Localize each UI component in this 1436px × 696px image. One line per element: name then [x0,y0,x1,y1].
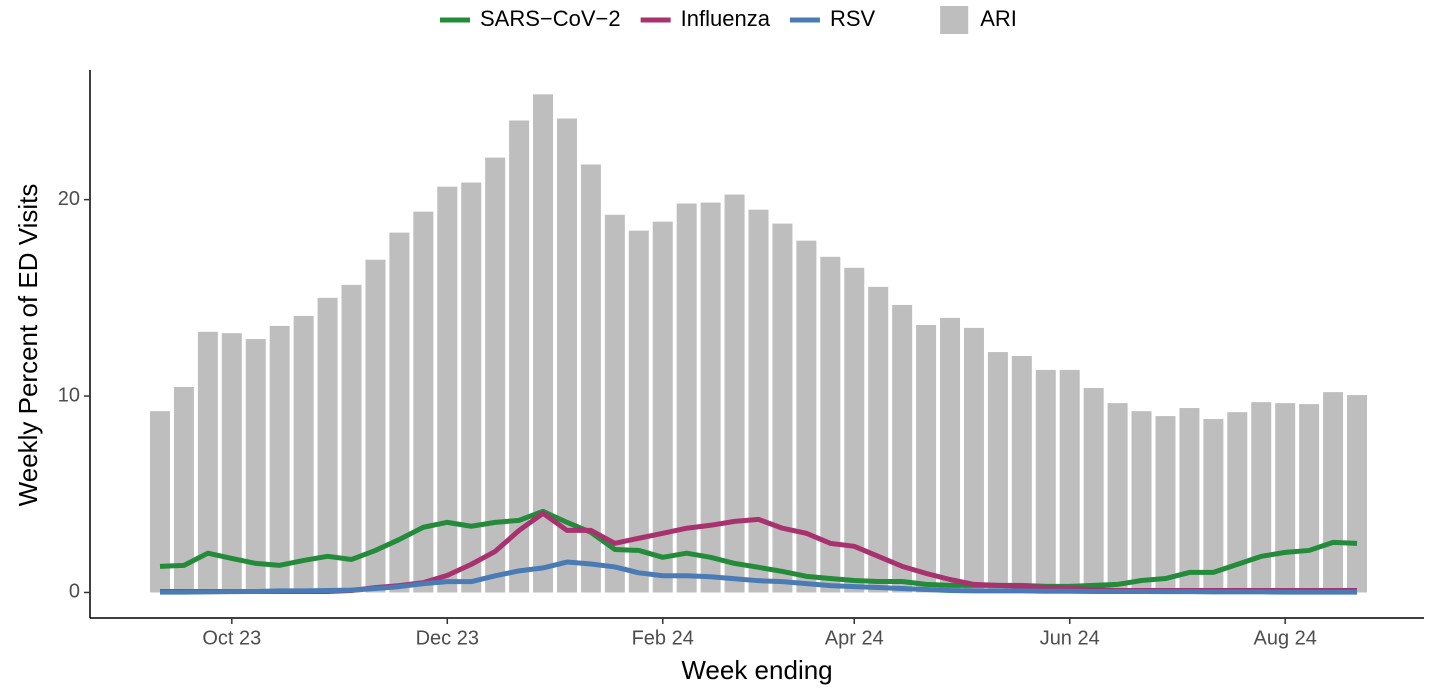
y-tick-label: 20 [58,188,80,210]
bar [413,211,434,593]
bar [197,331,218,593]
bar [1323,392,1344,593]
bar [1347,395,1367,593]
legend-swatch [940,6,969,34]
bar [724,194,745,593]
bar [1251,402,1272,593]
bar [1203,419,1224,593]
bar [173,387,194,593]
bar [1155,416,1176,593]
legend-label: ARI [980,6,1017,31]
bar [461,182,482,593]
bar [580,164,601,593]
x-axis-title: Week ending [681,655,832,685]
bar [509,120,530,593]
bar [150,411,170,593]
bar [868,286,889,593]
bar [963,327,984,593]
legend-label: SARS−CoV−2 [480,6,621,31]
bar [485,157,506,593]
bar [652,221,673,593]
y-axis-title: Weekly Percent of ED Visits [13,184,43,507]
bar [221,333,242,593]
line [160,559,1357,595]
bar [1083,387,1104,593]
bar [341,284,362,593]
bar [1275,403,1296,593]
x-tick-label: Aug 24 [1253,627,1316,649]
bar [1299,404,1320,593]
bar [604,214,625,593]
bar [796,240,817,593]
x-tick-label: Apr 24 [825,627,884,649]
x-tick-label: Oct 23 [202,627,261,649]
x-tick-label: Jun 24 [1040,627,1100,649]
legend-label: Influenza [681,6,771,31]
bar [389,232,410,593]
bar [676,203,697,593]
y-tick-label: 0 [69,581,80,603]
x-tick-label: Feb 24 [632,627,694,649]
bar [365,259,386,593]
bar [269,325,290,593]
bar [1179,408,1200,593]
x-tick-label: Dec 23 [416,627,479,649]
bar [317,297,338,593]
bar [437,186,458,593]
bar [1035,369,1056,593]
bar [916,324,937,593]
line [159,508,1358,589]
bar [844,267,865,593]
bar [892,304,913,593]
bar [940,317,961,593]
bar [748,209,769,593]
bar [628,230,649,593]
bar [772,223,793,593]
bar [700,202,721,593]
bar [820,256,841,593]
bar [556,118,577,593]
bar [1011,355,1032,593]
bar [533,94,554,593]
bar [1059,369,1080,593]
legend-label: RSV [830,6,876,31]
bar [1227,412,1248,593]
bar [987,352,1008,593]
y-tick-label: 10 [58,384,80,406]
bar [293,315,314,593]
bar [1131,411,1152,593]
bar [1107,403,1128,593]
bar [245,339,266,593]
